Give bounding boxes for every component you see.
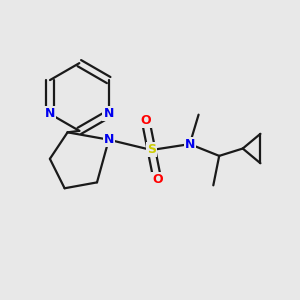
Text: O: O [152,173,163,186]
Text: N: N [103,133,114,146]
Text: O: O [140,114,151,127]
Text: S: S [147,143,156,157]
Text: N: N [184,138,195,151]
Text: N: N [45,107,55,120]
Text: N: N [103,107,114,120]
